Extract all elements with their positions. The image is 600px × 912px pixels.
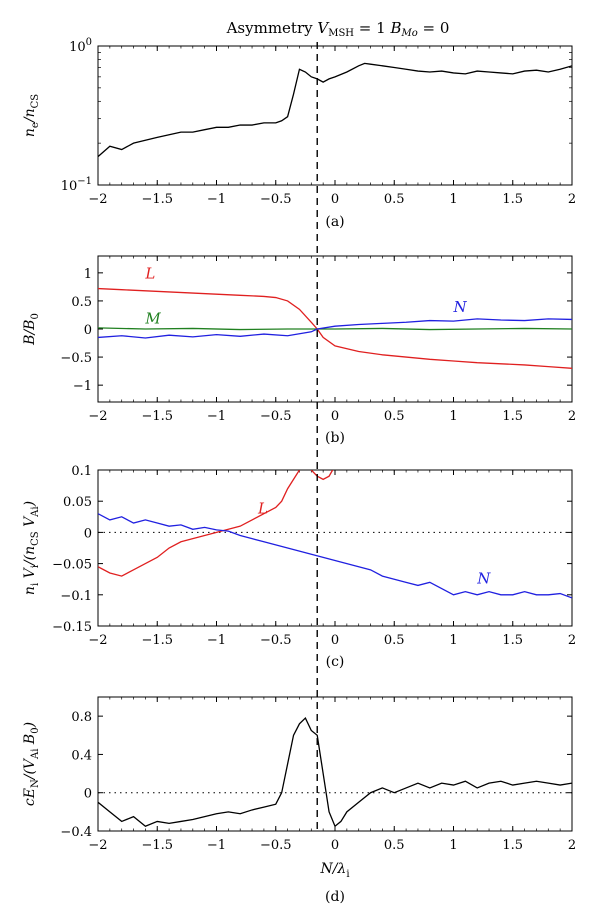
x-tick-label: −0.5	[260, 409, 292, 424]
x-tick-label: 2	[568, 633, 576, 648]
x-tick-label: 1	[449, 409, 457, 424]
series-line	[98, 62, 572, 158]
x-tick-label: −0.5	[260, 633, 292, 648]
y-tick-label: 0.5	[71, 295, 92, 310]
x-tick-label: −1.5	[141, 409, 173, 424]
y-axis-label: ni​ Vi​/(nCS​ VAi​)	[22, 501, 41, 595]
x-tick-label: 0	[331, 192, 339, 207]
figure-title: Asymmetry VMSH = 1 BMo = 0	[226, 19, 450, 39]
series-label-L: L	[257, 500, 268, 518]
x-tick-label: 1.5	[502, 633, 523, 648]
series-line-L	[310, 470, 334, 481]
y-tick-label: −0.05	[52, 558, 92, 573]
x-tick-label: −1	[207, 633, 226, 648]
x-tick-label: 2	[568, 192, 576, 207]
x-tick-label: −1	[207, 192, 226, 207]
x-tick-label: 0.5	[384, 192, 405, 207]
y-tick-label: 10−1​	[61, 176, 92, 194]
x-tick-label: −0.5	[260, 838, 292, 853]
series-line-L	[98, 470, 300, 577]
series-label-L: L	[144, 264, 155, 282]
x-tick-label: −1.5	[141, 838, 173, 853]
x-tick-label: 0	[331, 633, 339, 648]
x-tick-label: 1	[449, 633, 457, 648]
x-tick-label: −2	[88, 192, 107, 207]
x-tick-label: −1	[207, 838, 226, 853]
x-tick-label: −2	[88, 409, 107, 424]
y-tick-label: 100​	[69, 37, 92, 55]
x-tick-label: 1	[449, 838, 457, 853]
y-tick-label: 0	[84, 323, 92, 338]
y-tick-label: 0.4	[71, 748, 92, 763]
y-axis-label: cEN​/(VAi​ B0​)	[22, 722, 41, 806]
x-tick-label: −1	[207, 409, 226, 424]
panel-label: (a)	[325, 214, 344, 230]
y-tick-label: 1	[84, 267, 92, 282]
x-tick-label: −2	[88, 838, 107, 853]
y-tick-label: −0.4	[60, 825, 92, 840]
y-axis-label: ne​/nCS​	[22, 94, 41, 137]
x-tick-label: 0	[331, 409, 339, 424]
x-tick-label: 0	[331, 838, 339, 853]
x-tick-label: −1.5	[141, 633, 173, 648]
x-tick-label: 0.5	[384, 838, 405, 853]
panel-label: (c)	[326, 654, 345, 670]
series-line-N	[98, 318, 572, 339]
x-tick-label: 1	[449, 192, 457, 207]
series-line	[98, 716, 572, 828]
panel-label: (d)	[325, 889, 345, 905]
x-tick-label: 1.5	[502, 409, 523, 424]
x-tick-label: 0.5	[384, 409, 405, 424]
x-tick-label: 2	[568, 409, 576, 424]
x-tick-label: −2	[88, 633, 107, 648]
y-tick-label: 0.1	[71, 464, 92, 479]
y-tick-label: 0.8	[71, 710, 92, 725]
y-tick-label: −0.1	[60, 589, 92, 604]
plot-frame	[97, 696, 573, 832]
y-axis-label: B/B0​	[22, 313, 41, 346]
series-line-M	[98, 327, 572, 331]
plot-frame	[97, 45, 573, 186]
y-tick-label: 0	[84, 787, 92, 802]
panel-a: −2 −1.5 −1 −0.5 0 0.5 1 1.5 2 10−1​ 100​ ne​/nCS​ (a…	[22, 37, 576, 230]
y-tick-label: −0.15	[52, 620, 92, 635]
series-label-N: N	[476, 570, 491, 588]
y-tick-label: 0.05	[63, 495, 92, 510]
panel-label: (b)	[325, 430, 345, 446]
x-tick-label: 0.5	[384, 633, 405, 648]
series-label-M: M	[144, 309, 161, 327]
panel-b: −2 −1.5 −1 −0.5 0 0.5 1 1.5 2 −1 −0.5 0 0.5 1 L M N B/B0​…	[22, 255, 576, 446]
x-tick-label: 1.5	[502, 838, 523, 853]
series-label-N: N	[453, 298, 468, 316]
y-tick-label: −1	[73, 379, 92, 394]
y-tick-label: 0	[84, 526, 92, 541]
x-axis-label: N/λi​	[319, 861, 349, 880]
panel-d: −2 −1.5 −1 −0.5 0 0.5 1 1.5 2 −0.4 0 0.4 0.8 cEN​/(VA…	[22, 696, 576, 905]
panel-c: −2 −1.5 −1 −0.5 0 0.5 1 1.5 2 −0.15 −0.1 −0.05 0 0.05…	[22, 464, 576, 670]
x-tick-label: 1.5	[502, 192, 523, 207]
x-tick-label: −1.5	[141, 192, 173, 207]
x-tick-label: 2	[568, 838, 576, 853]
y-tick-label: −0.5	[60, 351, 92, 366]
x-tick-label: −0.5	[260, 192, 292, 207]
series-line-N	[98, 513, 572, 599]
